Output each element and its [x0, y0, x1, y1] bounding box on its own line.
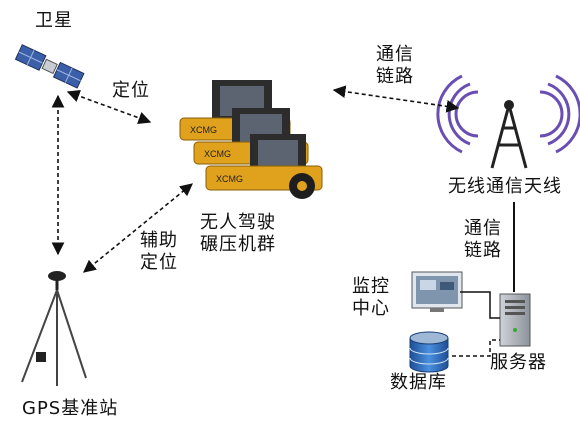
line-database-server	[452, 339, 500, 357]
arrow-positioning	[66, 89, 152, 125]
roller-brand: XCMG	[204, 149, 231, 159]
database-icon	[409, 331, 449, 373]
roller-group-icon: XCMG XCMG XCMG	[179, 80, 323, 199]
label-comm-link-right: 通信 链路	[464, 218, 502, 261]
antenna-icon	[436, 74, 580, 169]
roller-brand: XCMG	[190, 125, 217, 135]
roller-brand: XCMG	[216, 174, 243, 184]
gps-station-icon	[21, 271, 87, 386]
label-gps-station: GPS基准站	[22, 398, 119, 419]
line-monitor-server	[460, 291, 500, 319]
label-roller-group: 无人驾驶 碾压机群	[200, 212, 276, 255]
label-positioning: 定位	[112, 80, 150, 101]
label-database: 数据库	[390, 372, 447, 393]
monitor-icon	[411, 271, 463, 312]
label-aux-positioning: 辅助 定位	[140, 230, 178, 273]
arrow-aux-positioning	[83, 183, 193, 273]
label-comm-link-top: 通信 链路	[376, 44, 414, 87]
connection-arrows	[51, 85, 515, 357]
satellite-icon	[14, 44, 85, 89]
label-satellite: 卫星	[35, 10, 73, 31]
label-antenna: 无线通信天线	[448, 176, 562, 197]
label-server: 服务器	[490, 352, 547, 373]
label-monitor-center: 监控 中心	[352, 276, 390, 319]
server-icon	[499, 293, 531, 347]
